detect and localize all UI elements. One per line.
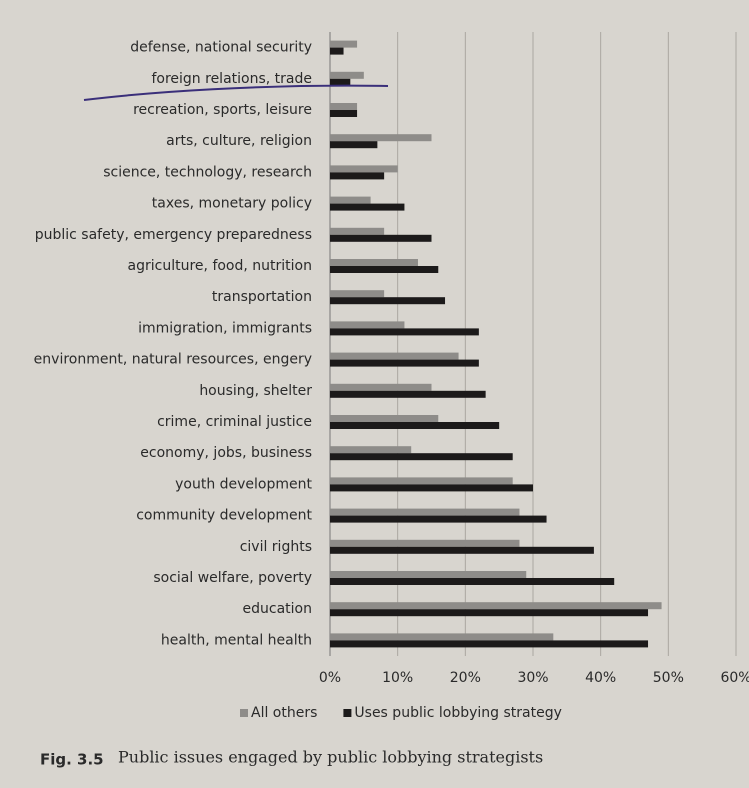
y-tick-label: foreign relations, trade — [151, 71, 312, 87]
y-tick-label: agriculture, food, nutrition — [128, 258, 312, 274]
bar — [330, 141, 377, 148]
x-tick-label: 0% — [319, 670, 341, 686]
bar — [330, 297, 445, 304]
bar — [330, 172, 384, 179]
y-tick-label: science, technology, research — [103, 164, 312, 180]
bar — [330, 165, 398, 172]
y-tick-label: arts, culture, religion — [166, 133, 312, 149]
bar — [330, 516, 547, 523]
bar — [330, 477, 513, 484]
y-tick-label: transportation — [212, 289, 312, 305]
bar — [330, 609, 648, 616]
bar — [330, 422, 499, 429]
bar — [330, 110, 357, 117]
y-tick-label: social welfare, poverty — [153, 570, 312, 586]
bar — [330, 509, 519, 516]
bar — [330, 235, 432, 242]
bar — [330, 266, 438, 273]
bar — [330, 259, 418, 266]
figure-label: Fig. 3.5 — [40, 751, 104, 769]
y-tick-label: education — [243, 601, 312, 617]
bar — [330, 72, 364, 79]
legend-swatch — [343, 709, 351, 717]
caption: Public issues engaged by public lobbying… — [118, 748, 543, 767]
bar — [330, 328, 479, 335]
bar — [330, 640, 648, 647]
bar — [330, 633, 553, 640]
y-tick-label: recreation, sports, leisure — [133, 102, 312, 118]
legend-label: Uses public lobbying strategy — [354, 705, 561, 721]
y-tick-label: immigration, immigrants — [138, 320, 312, 336]
y-tick-label: health, mental health — [161, 632, 312, 648]
y-tick-label: housing, shelter — [199, 383, 312, 399]
x-tick-label: 20% — [450, 670, 481, 686]
bar — [330, 391, 486, 398]
bar — [330, 360, 479, 367]
y-tick-label: defense, national security — [130, 40, 312, 56]
bar — [330, 415, 438, 422]
bar — [330, 228, 384, 235]
bar — [330, 578, 614, 585]
bar — [330, 41, 357, 48]
chart: 0% 10% 20% 30% 40% 50% 60% defense, national se… — [0, 0, 749, 788]
x-tick-label: 40% — [585, 670, 616, 686]
y-tick-label: environment, natural resources, engery — [34, 352, 312, 368]
bar — [330, 204, 404, 211]
y-tick-label: civil rights — [240, 539, 312, 555]
legend-swatch — [240, 709, 248, 717]
bar — [330, 134, 432, 141]
bar — [330, 571, 526, 578]
x-tick-label: 50% — [653, 670, 684, 686]
bar — [330, 547, 594, 554]
bar — [330, 48, 344, 55]
y-tick-label: crime, criminal justice — [157, 414, 312, 430]
bar — [330, 321, 404, 328]
bar — [330, 103, 357, 110]
legend-label: All others — [251, 705, 317, 721]
x-tick-label: 60% — [720, 670, 749, 686]
y-tick-label: public safety, emergency preparedness — [35, 227, 312, 243]
x-tick-label: 30% — [517, 670, 548, 686]
y-tick-label: youth development — [175, 476, 312, 492]
bar — [330, 446, 411, 453]
bar — [330, 353, 459, 360]
bar — [330, 602, 662, 609]
bar — [330, 197, 371, 204]
bar — [330, 384, 432, 391]
y-tick-label: community development — [136, 508, 312, 524]
bar — [330, 540, 519, 547]
y-tick-label: economy, jobs, business — [140, 445, 312, 461]
bar — [330, 484, 533, 491]
y-tick-label: taxes, monetary policy — [152, 196, 312, 212]
page: 0% 10% 20% 30% 40% 50% 60% defense, national se… — [0, 0, 749, 788]
x-tick-label: 10% — [382, 670, 413, 686]
bar — [330, 290, 384, 297]
bar — [330, 453, 513, 460]
